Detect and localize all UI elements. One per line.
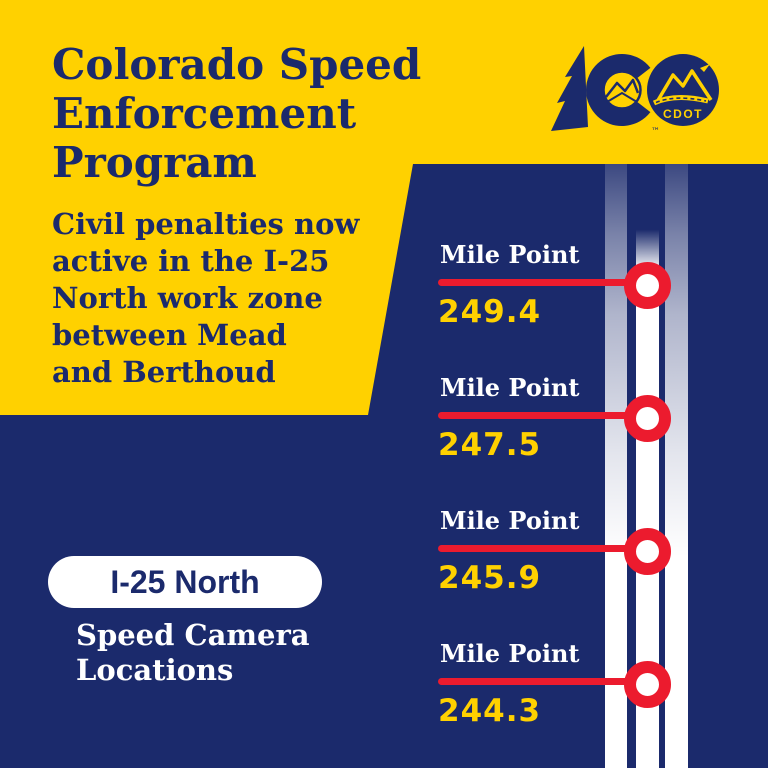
route-badge: I-25 North bbox=[48, 556, 322, 608]
caption-line: Speed Camera bbox=[76, 618, 310, 652]
road-stripe-center bbox=[636, 163, 659, 768]
mile-point-value: 245.9 bbox=[438, 560, 542, 596]
mile-point-connector-line bbox=[438, 412, 650, 419]
page-title: Colorado Speed Enforcement Program bbox=[52, 40, 421, 187]
camera-location-dot bbox=[624, 262, 671, 309]
cdot-circle-icon bbox=[647, 54, 719, 126]
mile-point-marker: Mile Point 244.3 bbox=[438, 637, 698, 762]
centennial-c-icon bbox=[586, 54, 651, 126]
centennial-foothills-icon bbox=[606, 91, 638, 103]
route-badge-label: I-25 North bbox=[110, 563, 260, 600]
subtitle-line: North work zone bbox=[52, 281, 323, 316]
road-stripe-right bbox=[665, 163, 688, 768]
subtitle-text: Civil penalties now active in the I-25 N… bbox=[52, 206, 359, 392]
subtitle-line: active in the I-25 bbox=[52, 244, 330, 279]
mile-point-connector-line bbox=[438, 678, 650, 685]
route-caption: Speed Camera Locations bbox=[76, 618, 310, 689]
mile-point-marker: Mile Point 247.5 bbox=[438, 371, 698, 496]
centennial-mountains-icon bbox=[605, 78, 640, 98]
cdot-mountain-icon bbox=[655, 69, 713, 103]
camera-location-dot bbox=[624, 395, 671, 442]
mile-point-label: Mile Point bbox=[440, 506, 580, 535]
mile-point-marker: Mile Point 245.9 bbox=[438, 504, 698, 629]
camera-location-dot bbox=[624, 661, 671, 708]
title-line: Program bbox=[52, 138, 257, 188]
title-line: Enforcement bbox=[52, 89, 357, 139]
mile-point-value: 249.4 bbox=[438, 294, 542, 330]
centennial-tree-icon bbox=[551, 46, 588, 131]
cdot-airplane-icon bbox=[700, 64, 710, 72]
mile-point-label: Mile Point bbox=[440, 373, 580, 402]
cdot-logo-icon: CDOT bbox=[647, 54, 719, 126]
subtitle-line: and Berthoud bbox=[52, 355, 276, 390]
mile-point-marker: Mile Point 249.4 bbox=[438, 238, 698, 363]
header-panel: Colorado Speed Enforcement Program Civil… bbox=[0, 0, 768, 415]
subtitle-line: Civil penalties now bbox=[52, 207, 360, 241]
subtitle-line: between Mead bbox=[52, 318, 287, 353]
trademark-symbol: ™ bbox=[651, 127, 660, 136]
caption-line: Locations bbox=[76, 653, 234, 688]
road-stripe-left bbox=[605, 163, 627, 768]
mile-point-connector-line bbox=[438, 279, 650, 286]
mile-point-value: 244.3 bbox=[438, 693, 542, 729]
cdot-logo-label: CDOT bbox=[663, 107, 703, 121]
camera-location-dot bbox=[624, 528, 671, 575]
title-line: Colorado Speed bbox=[52, 40, 422, 89]
mile-point-label: Mile Point bbox=[440, 240, 580, 269]
cdot-road-dashes-icon bbox=[655, 97, 707, 104]
centennial-medallion-icon bbox=[602, 70, 642, 110]
mile-point-label: Mile Point bbox=[440, 639, 580, 668]
mile-point-connector-line bbox=[438, 545, 650, 552]
colorado-centennial-logo-icon: ™ bbox=[551, 46, 660, 136]
mile-point-value: 247.5 bbox=[438, 427, 542, 463]
